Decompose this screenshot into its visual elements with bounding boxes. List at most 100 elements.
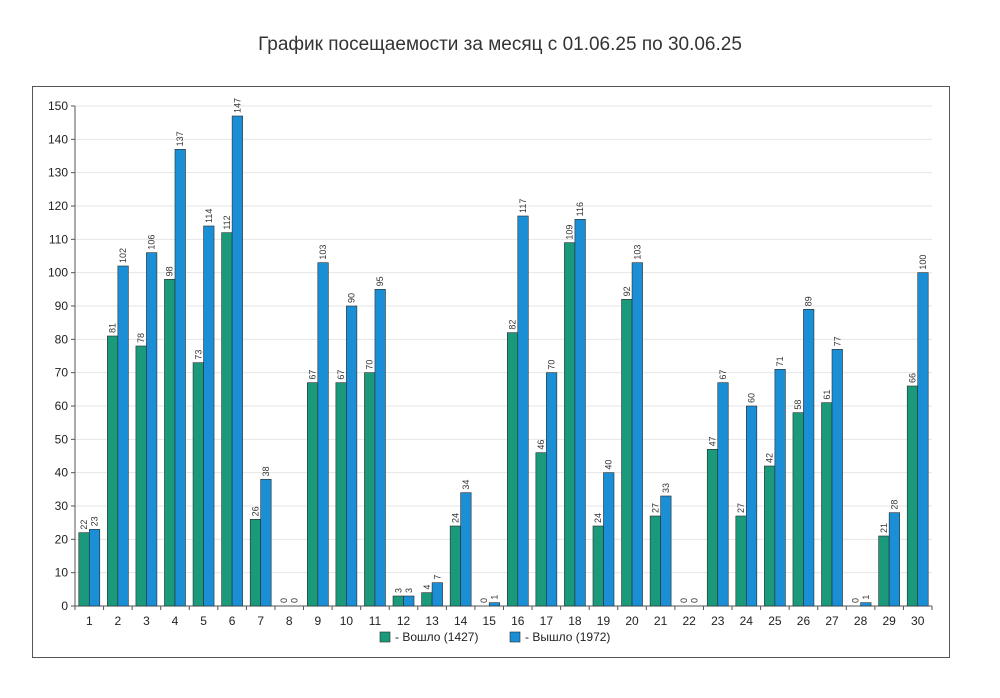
- y-tick-label: 50: [55, 432, 69, 446]
- x-tick-label: 9: [314, 614, 321, 628]
- x-tick-label: 6: [229, 614, 236, 628]
- data-label: 3: [393, 588, 403, 593]
- data-label: 67: [336, 370, 346, 380]
- y-tick-label: 70: [55, 366, 69, 380]
- data-label: 98: [165, 266, 175, 276]
- y-tick-label: 100: [48, 266, 68, 280]
- y-tick-label: 60: [55, 399, 69, 413]
- x-tick-label: 11: [369, 614, 382, 628]
- bar-in: [164, 279, 176, 607]
- data-label: 106: [147, 235, 157, 250]
- x-tick-label: 24: [740, 614, 754, 628]
- bar-in: [449, 525, 461, 607]
- bar-in: [764, 465, 776, 607]
- bar-out: [660, 495, 672, 607]
- data-label: 103: [318, 245, 328, 260]
- y-tick-label: 120: [48, 199, 68, 213]
- bar-in: [564, 242, 576, 607]
- data-label: 67: [308, 370, 318, 380]
- data-label: 46: [536, 440, 546, 450]
- data-label: 112: [222, 215, 232, 229]
- data-label: 102: [118, 248, 128, 263]
- data-label: 3: [404, 588, 414, 593]
- data-label: 67: [718, 370, 728, 380]
- x-tick-label: 27: [825, 614, 839, 628]
- bar-in: [878, 535, 890, 607]
- data-label: 38: [261, 466, 271, 476]
- x-tick-label: 15: [483, 614, 497, 628]
- data-label: 90: [347, 293, 357, 303]
- data-label: 26: [250, 506, 260, 516]
- data-label: 60: [747, 393, 757, 403]
- y-tick-label: 150: [48, 99, 68, 113]
- bar-out: [231, 115, 243, 607]
- data-label: 42: [765, 453, 775, 463]
- y-tick-label: 20: [55, 532, 69, 546]
- bar-in: [592, 525, 604, 607]
- bar-out: [374, 289, 386, 607]
- data-label: 34: [461, 480, 471, 490]
- data-label: 1: [861, 595, 871, 600]
- bar-out: [631, 262, 643, 607]
- data-label: 28: [889, 500, 899, 510]
- x-tick-label: 18: [568, 614, 582, 628]
- data-label: 4: [422, 585, 432, 590]
- data-label: 24: [593, 513, 603, 523]
- data-label: 116: [575, 202, 585, 216]
- x-tick-label: 17: [540, 614, 554, 628]
- data-label: 7: [432, 575, 442, 580]
- bar-in: [392, 595, 404, 607]
- data-label: 0: [479, 598, 489, 603]
- data-label: 0: [290, 598, 300, 603]
- data-label: 109: [565, 225, 575, 240]
- x-tick-label: 3: [143, 614, 150, 628]
- bar-out: [203, 225, 215, 607]
- bar-out: [117, 265, 129, 607]
- data-label: 71: [775, 356, 785, 366]
- data-label: 66: [907, 373, 917, 383]
- bar-out: [860, 602, 872, 607]
- bar-in: [249, 519, 261, 607]
- bar-out: [403, 595, 415, 607]
- data-label: 23: [90, 516, 100, 526]
- data-label: 81: [108, 323, 118, 333]
- bar-out: [460, 492, 472, 607]
- x-tick-label: 10: [340, 614, 354, 628]
- data-label: 78: [136, 333, 146, 343]
- x-tick-label: 20: [625, 614, 639, 628]
- x-tick-label: 21: [654, 614, 668, 628]
- bar-out: [888, 512, 900, 607]
- bar-in: [107, 335, 119, 607]
- data-label: 147: [232, 98, 242, 113]
- y-tick-label: 130: [48, 166, 68, 180]
- y-tick-label: 110: [49, 232, 68, 246]
- data-label: 117: [518, 199, 528, 213]
- data-label: 89: [804, 296, 814, 306]
- data-label: 137: [175, 131, 185, 146]
- x-tick-label: 12: [397, 614, 411, 628]
- data-label: 114: [204, 209, 214, 223]
- bar-in: [335, 382, 347, 607]
- bar-out: [603, 472, 615, 607]
- bar-out: [746, 405, 758, 607]
- x-tick-label: 2: [115, 614, 122, 628]
- x-tick-label: 4: [172, 614, 179, 628]
- data-label: 95: [375, 276, 385, 286]
- bar-in: [421, 592, 433, 607]
- bar-out: [546, 372, 558, 607]
- x-tick-label: 14: [454, 614, 468, 628]
- bar-in: [821, 402, 833, 607]
- y-tick-label: 0: [61, 599, 68, 613]
- bar-in: [506, 332, 519, 607]
- bar-out: [260, 479, 272, 607]
- y-tick-label: 30: [55, 499, 69, 513]
- bar-in: [78, 532, 90, 607]
- data-label: 103: [632, 245, 642, 260]
- chart-title: График посещаемости за месяц с 01.06.25 …: [258, 34, 742, 55]
- bar-out: [88, 529, 101, 607]
- data-label: 0: [279, 598, 289, 603]
- data-label: 24: [450, 513, 460, 523]
- data-label: 0: [679, 598, 689, 603]
- bar-out: [317, 262, 329, 607]
- y-tick-label: 10: [55, 566, 69, 580]
